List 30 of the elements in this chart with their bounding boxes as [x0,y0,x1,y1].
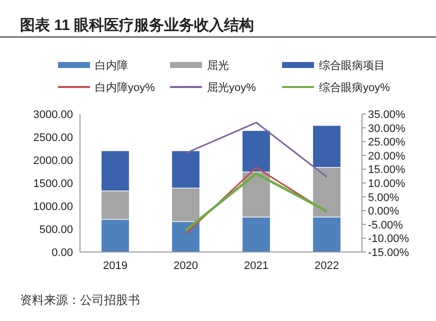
y2-tick-label: 0.00% [368,206,400,218]
y2-tick-label: 15.00% [368,164,406,176]
y2-tick-label: 20.00% [368,150,406,162]
y-tick-label: 1500.00 [33,178,73,190]
y2-tick-label: 35.00% [368,109,406,121]
y-tick-label: 2500.00 [33,132,73,144]
y2-tick-label: 10.00% [368,178,406,190]
chart-title: 图表 11 眼科医疗服务业务收入结构 [20,17,254,34]
y-tick-label: 2000.00 [33,155,73,167]
text: 资料来源：公司招股书 [20,293,140,307]
y-tick-label: 3000.00 [33,109,73,121]
y2-tick-label: 25.00% [368,136,406,149]
legend-label: 屈光 [207,59,229,72]
y2-tick-label: 30.00% [368,122,406,135]
y2-tick-label: -5.00% [368,219,404,232]
y2-tick-label: -10.00% [368,233,410,246]
y2-tick-label: 5.00% [368,192,400,204]
y2-tick-label: -15.00% [368,247,410,259]
y-tick-label: 1000.00 [33,201,73,213]
legend-label: 白内障 [95,59,128,72]
y-tick-label: 0.00 [52,247,73,259]
x-tick-label: 2022 [314,260,339,272]
legend-label: 白内障yoy% [95,81,156,94]
y-tick-label: 500.00 [39,224,73,236]
x-tick-label: 2019 [103,260,128,272]
legend-label: 屈光yoy% [207,81,256,94]
legend-label: 综合眼病yoy% [319,81,390,94]
x-tick-label: 2021 [244,260,268,272]
x-tick-label: 2020 [174,260,198,272]
legend-label: 综合眼病项目 [319,59,385,72]
